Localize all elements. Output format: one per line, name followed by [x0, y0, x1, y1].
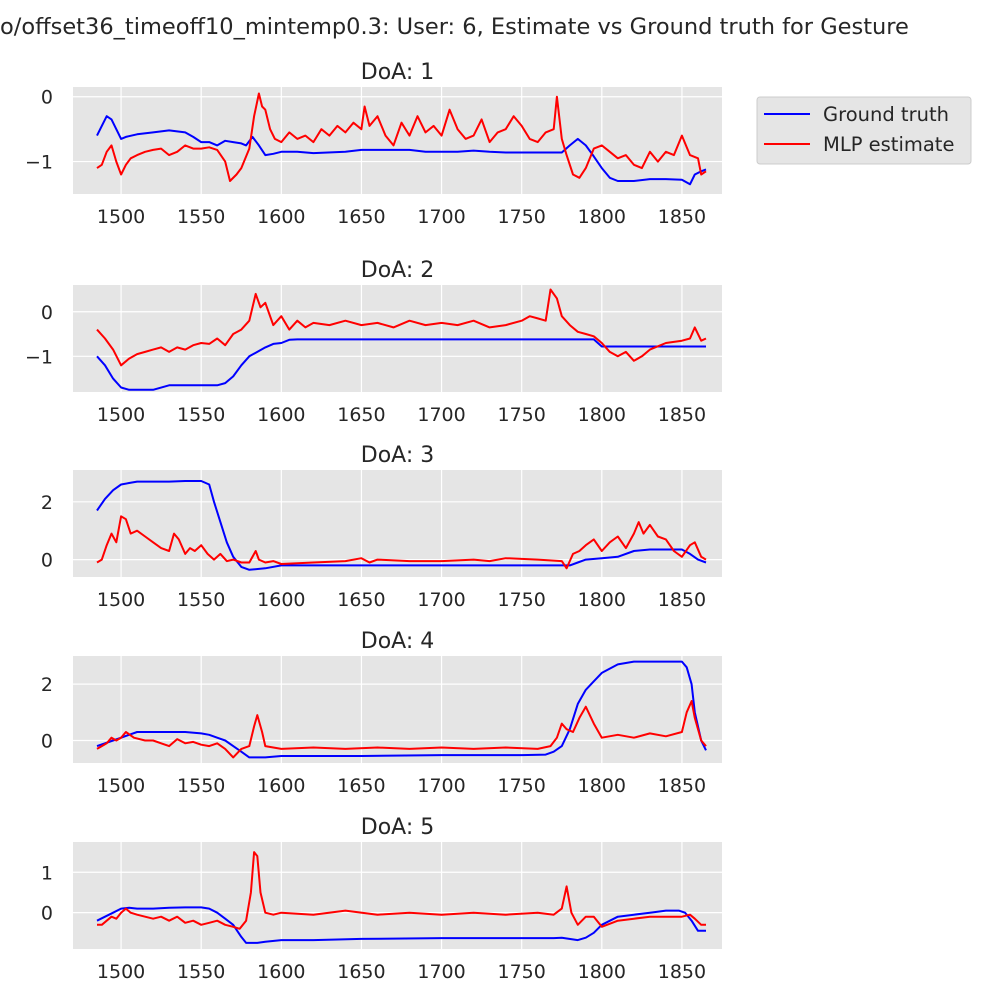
subplot-title: DoA: 4	[361, 629, 434, 654]
x-tick-label: 1700	[417, 206, 465, 228]
y-tick-label: 2	[41, 674, 53, 696]
series-line-ground-truth	[96, 660, 707, 759]
x-tick-label: 1550	[177, 404, 225, 426]
x-tick-label: 1800	[578, 775, 626, 797]
x-tick-label: 1600	[257, 775, 305, 797]
x-tick-label: 1550	[177, 589, 225, 611]
y-tick-label: 0	[41, 302, 53, 324]
y-tick-label: 0	[41, 730, 53, 752]
plot-area	[73, 842, 722, 949]
x-tick-label: 1850	[658, 961, 706, 983]
series-line-mlp-estimate	[96, 700, 707, 759]
subplot-title: DoA: 5	[361, 815, 434, 840]
y-tick-label: 0	[41, 87, 53, 109]
x-tick-label: 1850	[658, 404, 706, 426]
x-tick-label: 1800	[578, 404, 626, 426]
legend: Ground truth MLP estimate	[756, 96, 972, 165]
x-tick-label: 1650	[337, 589, 385, 611]
series-line-mlp-estimate	[96, 92, 707, 182]
x-tick-label: 1750	[498, 589, 546, 611]
x-tick-label: 1600	[257, 961, 305, 983]
x-tick-label: 1600	[257, 404, 305, 426]
figure-suptitle: o/offset36_timeoff10_mintemp0.3: User: 6…	[0, 14, 909, 40]
x-tick-label: 1650	[337, 404, 385, 426]
subplot-title: DoA: 1	[361, 60, 434, 85]
x-tick-label: 1850	[658, 589, 706, 611]
x-tick-label: 1800	[578, 206, 626, 228]
subplot-title: DoA: 2	[361, 258, 434, 283]
x-tick-label: 1800	[578, 589, 626, 611]
x-tick-label: 1750	[498, 206, 546, 228]
x-tick-label: 1800	[578, 961, 626, 983]
subplot-doa-3: DoA: 3 1500 1550 1600 1650 1700 1750 1800 1850 2 0	[41, 443, 722, 611]
series-line-mlp-estimate	[97, 851, 706, 930]
plot-area	[73, 656, 722, 763]
x-tick-label: 1850	[658, 775, 706, 797]
series-line-ground-truth	[96, 480, 707, 571]
series-line-ground-truth	[96, 906, 706, 944]
x-tick-label: 1550	[177, 961, 225, 983]
series-line-mlp-estimate	[96, 515, 707, 570]
x-tick-label: 1750	[498, 961, 546, 983]
x-tick-label: 1700	[417, 961, 465, 983]
subplot-title: DoA: 3	[361, 443, 434, 468]
y-tick-label: 2	[41, 492, 53, 514]
legend-frame	[756, 96, 972, 165]
x-tick-label: 1500	[97, 206, 145, 228]
x-tick-label: 1700	[417, 775, 465, 797]
x-tick-label: 1550	[177, 775, 225, 797]
x-tick-label: 1500	[97, 404, 145, 426]
x-tick-label: 1550	[177, 206, 225, 228]
x-tick-label: 1500	[97, 961, 145, 983]
series-line-mlp-estimate	[96, 288, 707, 367]
series-line-ground-truth	[96, 338, 706, 391]
x-tick-label: 1600	[257, 589, 305, 611]
series-line-ground-truth	[96, 115, 707, 186]
x-tick-label: 1650	[337, 206, 385, 228]
subplot-doa-4: DoA: 4 1500 1550 1600 1650 1700 1750 1800 1850 2 0	[41, 629, 722, 797]
x-tick-label: 1700	[417, 589, 465, 611]
x-tick-label: 1750	[498, 775, 546, 797]
legend-label-ground-truth: Ground truth	[823, 103, 949, 126]
y-tick-label: −1	[25, 346, 53, 368]
subplot-panels: DoA: 1 1500 1550 1600 1650 1700 1750 1800 1850 0 −…	[25, 60, 722, 983]
x-tick-label: 1650	[337, 775, 385, 797]
x-tick-label: 1500	[97, 589, 145, 611]
y-tick-label: 0	[41, 903, 53, 925]
legend-label-mlp-estimate: MLP estimate	[823, 133, 954, 156]
y-tick-label: −1	[25, 152, 53, 174]
x-tick-label: 1750	[498, 404, 546, 426]
x-tick-label: 1500	[97, 775, 145, 797]
x-tick-label: 1600	[257, 206, 305, 228]
x-tick-label: 1700	[417, 404, 465, 426]
x-tick-label: 1850	[658, 206, 706, 228]
subplot-doa-2: DoA: 2 1500 1550 1600 1650 1700 1750 1800 1850 0 −…	[25, 258, 722, 426]
x-tick-label: 1650	[337, 961, 385, 983]
subplot-doa-5: DoA: 5 1500 1550 1600 1650 1700 1750 1800 1850 1 0	[41, 815, 722, 983]
plot-area	[73, 87, 722, 194]
subplot-doa-1: DoA: 1 1500 1550 1600 1650 1700 1750 1800 1850 0 −…	[25, 60, 722, 228]
y-tick-label: 0	[41, 550, 53, 572]
y-tick-label: 1	[41, 862, 53, 884]
